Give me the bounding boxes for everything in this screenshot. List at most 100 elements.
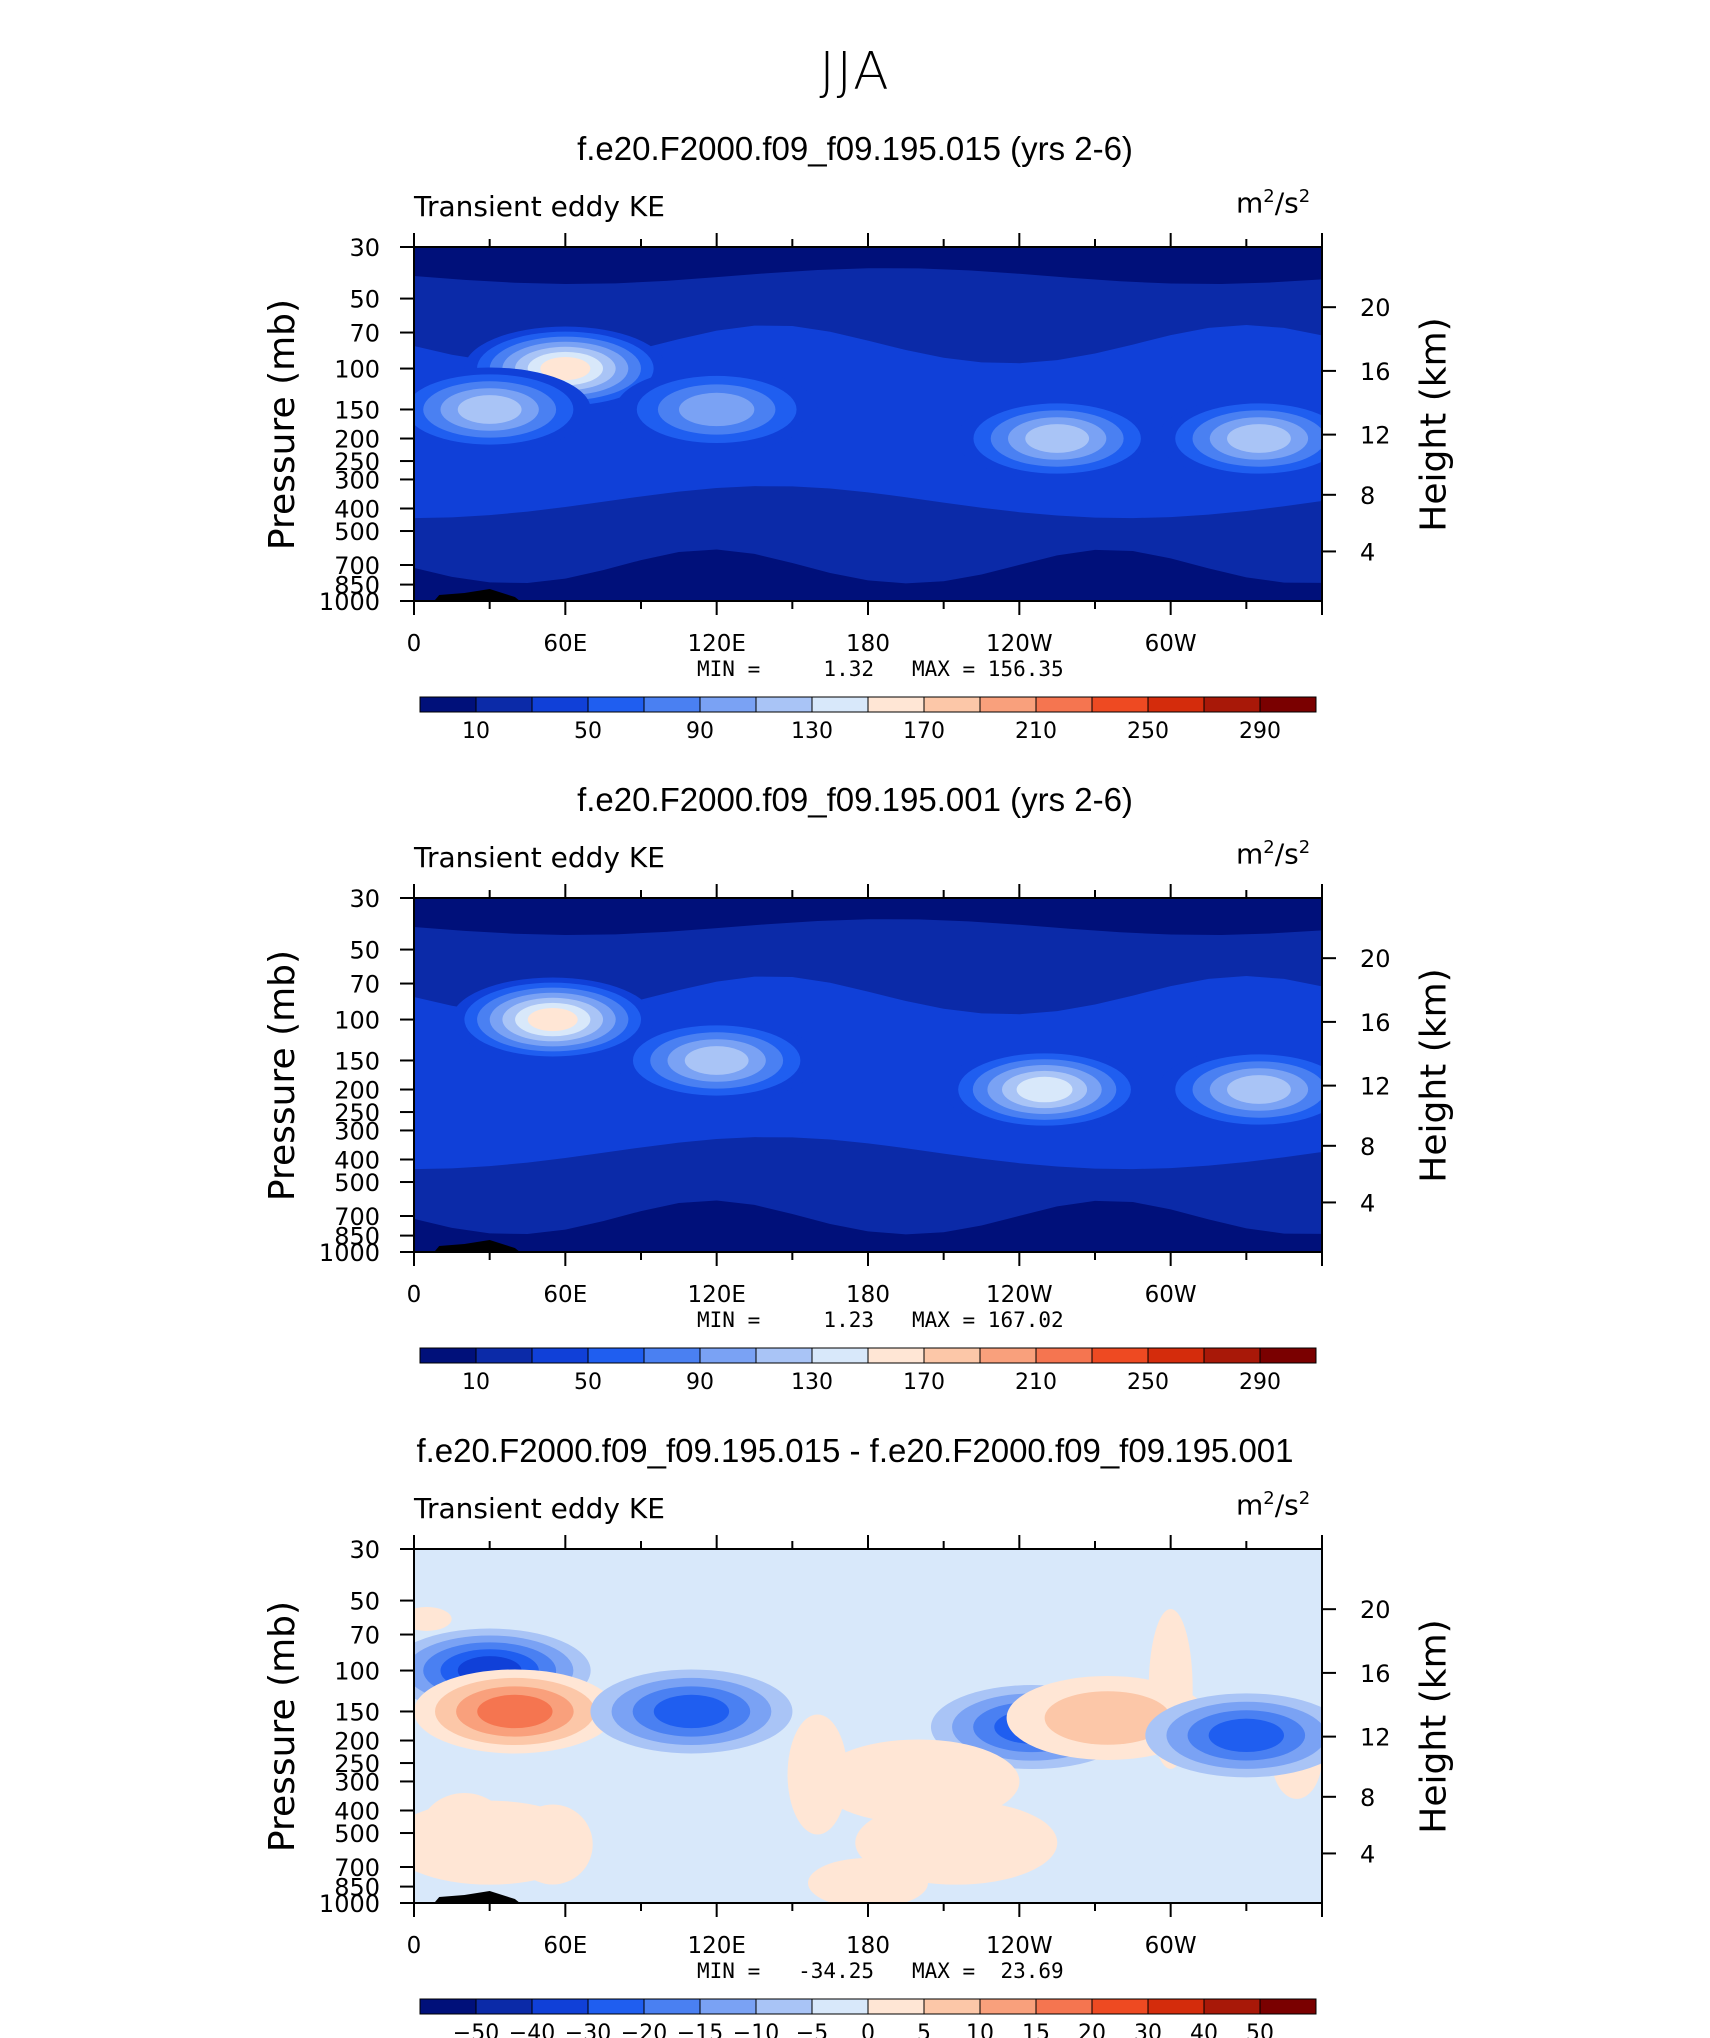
colorbar-label: 5 [917,2021,931,2038]
y-tick-label: 200 [334,1077,380,1105]
colorbar-label: −30 [565,2021,611,2038]
y-tick-label: 200 [334,426,380,454]
colorbar-label: −5 [796,2021,828,2038]
height-tick-label: 20 [1360,1596,1391,1624]
contour-blob [855,1800,1058,1885]
colorbar-label: 10 [462,719,490,744]
colorbar-label: −50 [453,2021,499,2038]
variable-label: Transient eddy KE [414,1492,665,1525]
colorbar-label: 90 [686,1370,714,1395]
contour-blob [1044,1691,1171,1745]
colorbar-swatch [755,1998,813,2015]
y-tick-label: 30 [349,1536,380,1564]
colorbar-swatch [1259,1347,1317,1364]
y-tick-label: 850 [334,572,380,600]
height-tick-label: 20 [1360,294,1391,322]
y-tick-label: 1000 [319,1890,380,1918]
contour-blob [414,1800,591,1885]
x-tick-label: 60E [543,631,587,657]
units-label: m2/s2 [1236,837,1311,871]
colorbar-label: 210 [1015,719,1057,744]
x-tick-label: 0 [407,631,422,657]
y-tick-label: 70 [349,971,380,999]
panel-title: f.e20.F2000.f09_f09.195.001 (yrs 2-6) [577,781,1133,818]
colorbar-label: −20 [621,2021,667,2038]
y-tick-label: 850 [334,1874,380,1902]
x-tick-label: 120E [687,631,745,657]
colorbar-label: −10 [733,2021,779,2038]
colorbar-swatch [923,1998,981,2015]
colorbar-label: −15 [677,2021,723,2038]
colorbar-label: 20 [1078,2021,1106,2038]
colorbar-swatch [531,1998,589,2015]
contour-blob [477,1694,553,1729]
height-tick-label: 8 [1360,1133,1375,1161]
x-tick-label: 0 [407,1282,422,1308]
colorbar-swatch [811,1998,869,2015]
height-tick-label: 4 [1360,538,1375,566]
colorbar-label: 0 [861,2021,875,2038]
height-tick-label: 12 [1360,422,1391,450]
contour-blob [527,1007,578,1032]
x-tick-label: 120W [986,1282,1053,1308]
topography-mask [434,589,520,601]
colorbar-label: −40 [509,2021,555,2038]
colorbar-label: 130 [791,719,833,744]
x-tick-label: 60W [1145,1933,1197,1959]
colorbar-swatch [1203,1998,1261,2015]
y-tick-label: 70 [349,320,380,348]
colorbar-label: 50 [574,719,602,744]
y-tick-label: 250 [334,1750,380,1778]
contour-blob [1227,1075,1291,1104]
min-max-readout: MIN = 1.32 MAX = 156.35 [697,657,1064,681]
colorbar-swatch [475,1998,533,2015]
y-tick-label: 50 [349,937,380,965]
y-tick-label: 1000 [319,588,380,616]
y-tick-label: 300 [334,466,380,494]
variable-label: Transient eddy KE [414,841,665,874]
colorbar-swatch [587,1998,645,2015]
colorbar-label: 170 [903,719,945,744]
contour-blob [653,1694,730,1729]
y-tick-label: 30 [349,885,380,913]
colorbar-label: 40 [1190,2021,1218,2038]
height-tick-label: 16 [1360,1009,1391,1037]
y-tick-label: 50 [349,286,380,314]
x-tick-label: 60W [1145,1282,1197,1308]
colorbar-swatch [1091,1998,1149,2015]
contour-blob [684,1046,749,1075]
x-tick-label: 60E [543,1282,587,1308]
colorbar-label: 210 [1015,1370,1057,1395]
x-tick-label: 120W [986,631,1053,657]
y-tick-label: 700 [334,1203,380,1231]
y-tick-label: 30 [349,234,380,262]
colorbar-label: 15 [1022,2021,1050,2038]
y-tick-label: 150 [334,1698,380,1726]
y-tick-label: 500 [334,1820,380,1848]
x-tick-label: 120E [687,1282,745,1308]
height-tick-label: 16 [1360,358,1391,386]
x-tick-label: 120W [986,1933,1053,1959]
y-tick-label: 500 [334,518,380,546]
y-tick-label: 100 [334,356,380,384]
y-tick-label: 50 [349,1588,380,1616]
topography-mask [434,1240,520,1252]
y-tick-label: 500 [334,1169,380,1197]
colorbar-label: 10 [462,1370,490,1395]
height-tick-label: 12 [1360,1724,1391,1752]
colorbar-swatch [1147,1998,1205,2015]
y-tick-label: 700 [334,1854,380,1882]
x-tick-label: 180 [846,631,890,657]
y-tick-label: 400 [334,1146,380,1174]
panel-title: f.e20.F2000.f09_f09.195.015 - f.e20.F200… [416,1432,1294,1469]
y-tick-label: 250 [334,1099,380,1127]
height-tick-label: 4 [1360,1840,1375,1868]
y-tick-label: 100 [334,1658,380,1686]
y-tick-label: 100 [334,1007,380,1035]
colorbar-label: 50 [1246,2021,1274,2038]
x-tick-label: 60E [543,1933,587,1959]
colorbar-label: 90 [686,719,714,744]
colorbar-swatch [979,1998,1037,2015]
